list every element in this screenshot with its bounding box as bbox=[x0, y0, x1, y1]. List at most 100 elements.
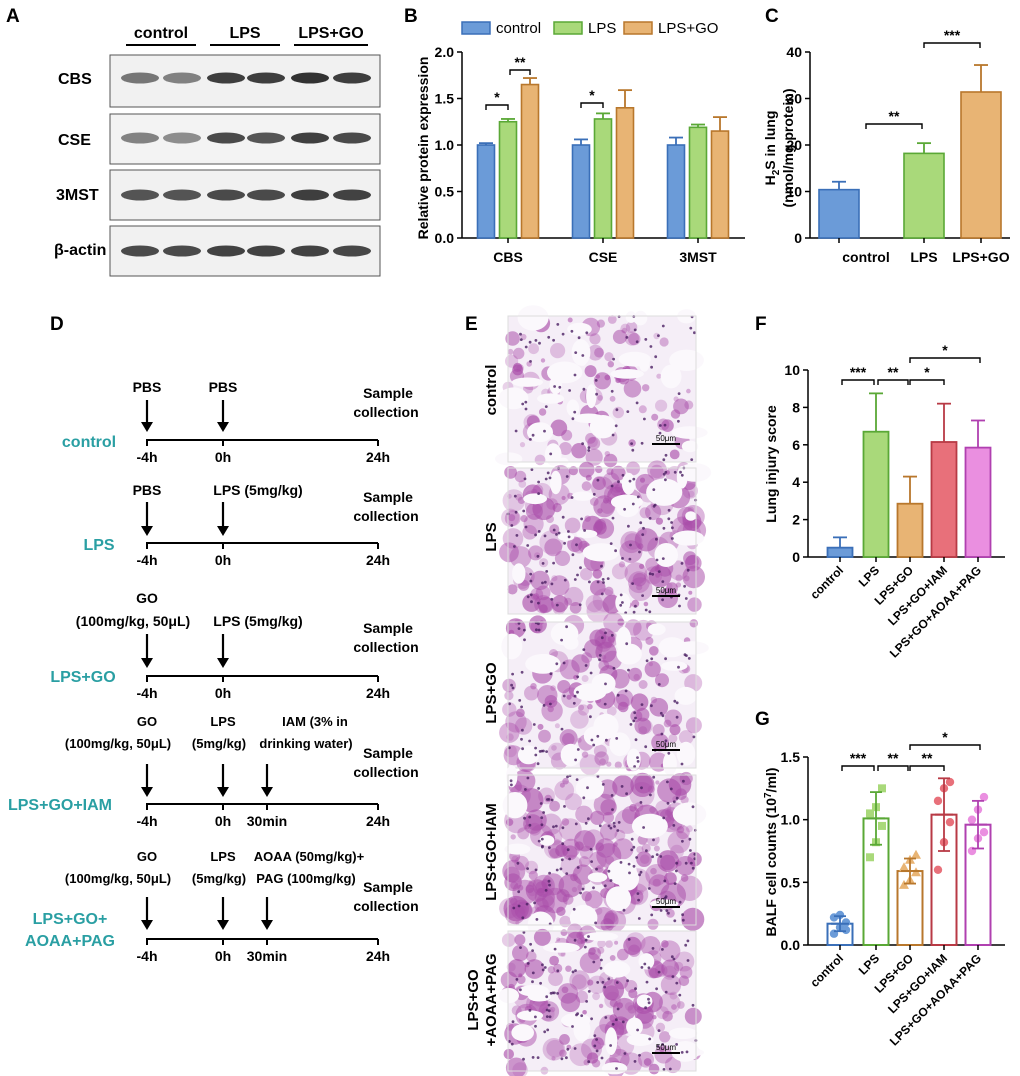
histology-nucleus-control bbox=[644, 338, 648, 341]
histology-tissue-iam bbox=[554, 780, 575, 801]
histology-nucleus-iam bbox=[684, 861, 688, 865]
histology-nucleus-iam bbox=[620, 785, 624, 788]
histology-nucleus-aoaa bbox=[539, 981, 542, 985]
panel-e-histology: 50μm 50μm 50μm 50μm 50μm bbox=[495, 305, 712, 1076]
histology-nucleus-iam bbox=[619, 861, 623, 864]
histology-nucleus-iam bbox=[517, 890, 521, 894]
histology-nucleus-iam bbox=[675, 796, 679, 800]
timeline-time-iam: 0h bbox=[215, 813, 231, 829]
histology-alveolus-lps bbox=[582, 543, 620, 562]
histology-alveolus-control bbox=[527, 422, 553, 443]
histology-nucleus-iam bbox=[663, 896, 667, 900]
histology-nucleus-iam bbox=[663, 879, 667, 883]
histology-nucleus-lpsgo bbox=[615, 737, 619, 740]
histology-nucleus-iam bbox=[607, 869, 611, 873]
histology-nucleus-iam bbox=[586, 786, 589, 790]
histology-tissue-aoaa bbox=[624, 980, 638, 993]
sample-label-iam: Sample bbox=[363, 745, 413, 761]
histology-nucleus-control bbox=[664, 453, 668, 457]
histology-tissue-iam bbox=[577, 883, 586, 892]
histology-nucleus-aoaa bbox=[534, 1015, 537, 1019]
chart-f-x-tick-label-lps: LPS bbox=[856, 563, 882, 589]
chart-c-x-tick-label-lps-go: LPS+GO bbox=[952, 249, 1009, 265]
histology-nucleus-control bbox=[552, 338, 555, 342]
histology-tissue-lps bbox=[597, 508, 603, 514]
histology-nucleus-iam bbox=[596, 775, 600, 778]
histology-nucleus-lpsgo bbox=[511, 672, 514, 676]
histology-nucleus-lpsgo bbox=[589, 715, 592, 719]
histology-nucleus-lps bbox=[670, 521, 673, 524]
blot-row-label-cse: CSE bbox=[58, 132, 91, 149]
histology-nucleus-aoaa bbox=[686, 959, 690, 962]
histology-nucleus-control bbox=[612, 357, 615, 361]
histology-tissue-iam bbox=[600, 799, 617, 816]
histology-tissue-lpsgo bbox=[557, 680, 571, 694]
histology-nucleus-iam bbox=[639, 870, 643, 874]
blot-group-label-lps-go: LPS+GO bbox=[298, 25, 363, 42]
histology-alveolus-lpsgo bbox=[676, 741, 696, 766]
histology-tissue-lps bbox=[592, 476, 606, 491]
histology-tissue-iam bbox=[542, 873, 565, 896]
chart-f-sig-go-aoaa-label: * bbox=[942, 342, 948, 358]
chart-g-point-lps bbox=[866, 853, 874, 862]
histology-tissue-lpsgo bbox=[649, 646, 659, 656]
histology-tissue-lpsgo bbox=[649, 698, 669, 717]
histology-nucleus-lpsgo bbox=[660, 732, 664, 736]
timeline-time-aoaa: 24h bbox=[366, 948, 390, 964]
histology-nucleus-aoaa bbox=[522, 1057, 525, 1061]
chart-g-point-lps bbox=[878, 784, 886, 793]
histology-tissue-lps bbox=[604, 586, 614, 596]
histology-nucleus-iam bbox=[542, 811, 545, 814]
timeline-iam-label-5: IAM (3% in bbox=[282, 714, 348, 729]
histology-nucleus-lps bbox=[631, 582, 634, 585]
histology-tissue-lpsgo bbox=[576, 737, 582, 743]
histology-tissue-control bbox=[670, 409, 681, 419]
histology-tissue-control bbox=[661, 419, 674, 433]
histology-nucleus-aoaa bbox=[592, 960, 596, 964]
blot-band-cse-4 bbox=[247, 132, 285, 144]
histology-tissue-aoaa bbox=[655, 1022, 666, 1032]
chart-f-y-tick-label: 6 bbox=[792, 437, 800, 453]
histology-nucleus-aoaa bbox=[528, 1009, 532, 1012]
histology-tissue-lps bbox=[594, 519, 606, 531]
timeline-aoaa-arrow-1-head bbox=[141, 920, 153, 930]
legend-swatch-control bbox=[461, 21, 491, 35]
histology-nucleus-aoaa bbox=[510, 1042, 514, 1046]
histology-tissue-lps bbox=[620, 531, 643, 554]
histology-tissue-lpsgo bbox=[502, 702, 517, 717]
histology-tissue-lps bbox=[614, 483, 625, 493]
histology-nucleus-lps bbox=[634, 604, 637, 608]
histology-tissue-lps bbox=[578, 461, 595, 478]
histology-nucleus-iam bbox=[632, 845, 636, 849]
histology-nucleus-control bbox=[663, 423, 667, 427]
histology-nucleus-lpsgo bbox=[657, 683, 661, 686]
histology-nucleus-iam bbox=[526, 776, 530, 780]
histology-nucleus-lps bbox=[575, 543, 578, 547]
histology-tissue-iam bbox=[612, 838, 634, 860]
histology-nucleus-lpsgo bbox=[634, 716, 637, 720]
histology-tissue-lpsgo bbox=[594, 628, 615, 649]
histology-row-label-aoaa-line2: +AOAA+PAG bbox=[483, 953, 500, 1046]
histology-alveolus-aoaa bbox=[603, 961, 631, 978]
histology-tissue-lpsgo bbox=[547, 705, 554, 713]
histology-nucleus-lps bbox=[679, 470, 682, 474]
histology-nucleus-lpsgo bbox=[576, 675, 580, 679]
histology-tissue-aoaa bbox=[587, 1052, 599, 1064]
histology-tissue-control bbox=[609, 395, 616, 402]
histology-nucleus-iam bbox=[635, 856, 638, 859]
histology-tissue-lps bbox=[569, 602, 582, 614]
histology-frame-lpsgo bbox=[507, 621, 697, 769]
histology-nucleus-lps bbox=[515, 534, 519, 537]
chart-c-y-axis-title-line1: H2S in lung bbox=[762, 111, 782, 186]
histology-tissue-aoaa bbox=[575, 990, 588, 1003]
histology-nucleus-lps bbox=[628, 557, 632, 561]
histology-nucleus-lpsgo bbox=[600, 636, 604, 640]
histology-tissue-aoaa bbox=[549, 955, 559, 966]
histology-nucleus-control bbox=[574, 351, 578, 354]
histology-tissue-aoaa bbox=[614, 940, 619, 945]
chart-g-point-control bbox=[841, 925, 851, 935]
histology-nucleus-iam bbox=[678, 900, 682, 904]
histology-tissue-aoaa bbox=[674, 951, 695, 972]
histology-tissue-control bbox=[607, 315, 617, 324]
